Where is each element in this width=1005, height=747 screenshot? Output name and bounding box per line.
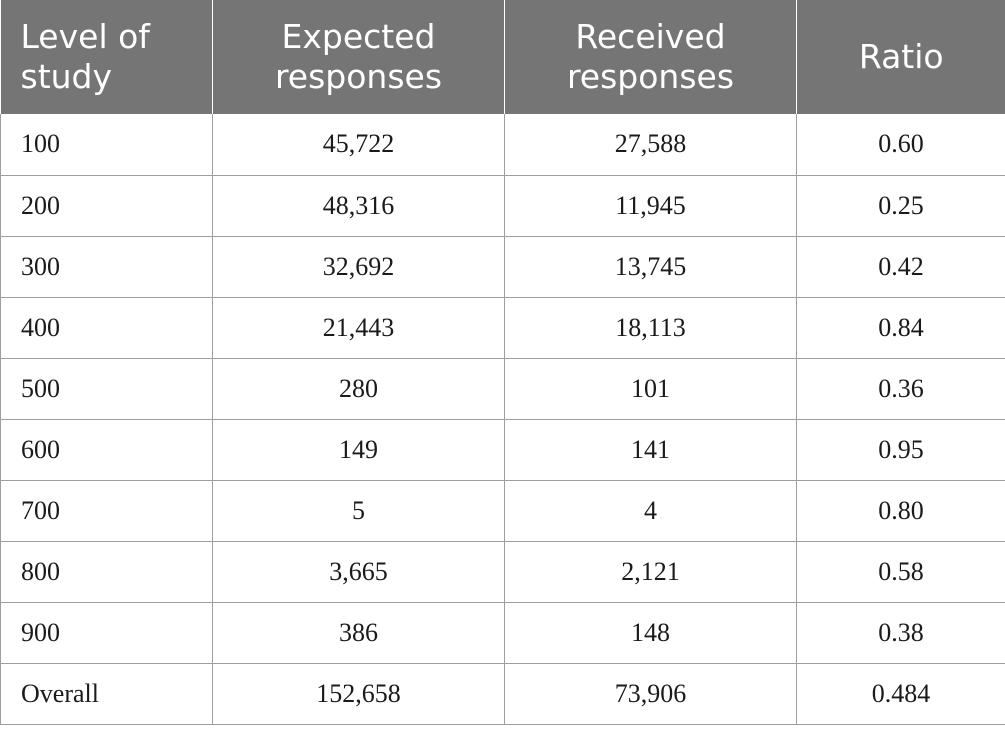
cell-received: 4 bbox=[504, 480, 797, 542]
cell-expected: 386 bbox=[212, 602, 505, 664]
cell-expected: 5 bbox=[212, 480, 505, 542]
data-table: Level of study Expected responses Received… bbox=[0, 0, 1005, 725]
cell-ratio: 0.95 bbox=[796, 419, 1005, 481]
cell-received: 2,121 bbox=[504, 541, 797, 603]
cell-received: 13,745 bbox=[504, 236, 797, 298]
table-row: 800 3,665 2,121 0.58 bbox=[0, 541, 1005, 603]
header-expected-responses: Expected responses bbox=[212, 0, 505, 114]
header-ratio: Ratio bbox=[796, 0, 1005, 114]
table-row: 500 280 101 0.36 bbox=[0, 358, 1005, 420]
cell-received: 148 bbox=[504, 602, 797, 664]
cell-received: 27,588 bbox=[504, 114, 797, 176]
header-line: Received bbox=[575, 17, 726, 56]
table-row: 700 5 4 0.80 bbox=[0, 480, 1005, 542]
cell-ratio: 0.36 bbox=[796, 358, 1005, 420]
cell-level: 600 bbox=[0, 419, 213, 481]
cell-expected: 21,443 bbox=[212, 297, 505, 359]
cell-expected: 152,658 bbox=[212, 663, 505, 725]
cell-level: Overall bbox=[0, 663, 213, 725]
cell-received: 141 bbox=[504, 419, 797, 481]
header-line: study bbox=[20, 57, 113, 96]
cell-ratio: 0.25 bbox=[796, 175, 1005, 237]
header-line: responses bbox=[274, 57, 443, 96]
cell-received: 11,945 bbox=[504, 175, 797, 237]
table-row: 200 48,316 11,945 0.25 bbox=[0, 175, 1005, 237]
cell-level: 900 bbox=[0, 602, 213, 664]
cell-expected: 45,722 bbox=[212, 114, 505, 176]
table-body: 100 45,722 27,588 0.60 200 48,316 11,945 0.25 30… bbox=[0, 114, 1005, 725]
cell-received: 101 bbox=[504, 358, 797, 420]
cell-level: 400 bbox=[0, 297, 213, 359]
cell-level: 200 bbox=[0, 175, 213, 237]
header-line: Expected bbox=[281, 17, 436, 56]
table-row: 900 386 148 0.38 bbox=[0, 602, 1005, 664]
cell-received: 73,906 bbox=[504, 663, 797, 725]
table-header: Level of study Expected responses Received… bbox=[0, 0, 1005, 114]
cell-level: 300 bbox=[0, 236, 213, 298]
cell-level: 800 bbox=[0, 541, 213, 603]
cell-ratio: 0.58 bbox=[796, 541, 1005, 603]
cell-ratio: 0.60 bbox=[796, 114, 1005, 176]
cell-expected: 48,316 bbox=[212, 175, 505, 237]
header-level-of-study: Level of study bbox=[0, 0, 213, 114]
header-line: Level of bbox=[20, 17, 150, 56]
cell-expected: 3,665 bbox=[212, 541, 505, 603]
header-row: Level of study Expected responses Received… bbox=[0, 0, 1005, 114]
cell-level: 700 bbox=[0, 480, 213, 542]
cell-expected: 149 bbox=[212, 419, 505, 481]
cell-ratio: 0.80 bbox=[796, 480, 1005, 542]
cell-ratio: 0.38 bbox=[796, 602, 1005, 664]
cell-received: 18,113 bbox=[504, 297, 797, 359]
header-line: responses bbox=[566, 57, 735, 96]
header-line: Ratio bbox=[858, 37, 944, 76]
cell-ratio: 0.484 bbox=[796, 663, 1005, 725]
cell-level: 100 bbox=[0, 114, 213, 176]
cell-ratio: 0.84 bbox=[796, 297, 1005, 359]
cell-expected: 280 bbox=[212, 358, 505, 420]
table-row: 600 149 141 0.95 bbox=[0, 419, 1005, 481]
table-row: Overall 152,658 73,906 0.484 bbox=[0, 663, 1005, 725]
header-received-responses: Received responses bbox=[504, 0, 797, 114]
cell-expected: 32,692 bbox=[212, 236, 505, 298]
table-row: 100 45,722 27,588 0.60 bbox=[0, 114, 1005, 176]
cell-ratio: 0.42 bbox=[796, 236, 1005, 298]
table-row: 300 32,692 13,745 0.42 bbox=[0, 236, 1005, 298]
table-row: 400 21,443 18,113 0.84 bbox=[0, 297, 1005, 359]
cell-level: 500 bbox=[0, 358, 213, 420]
